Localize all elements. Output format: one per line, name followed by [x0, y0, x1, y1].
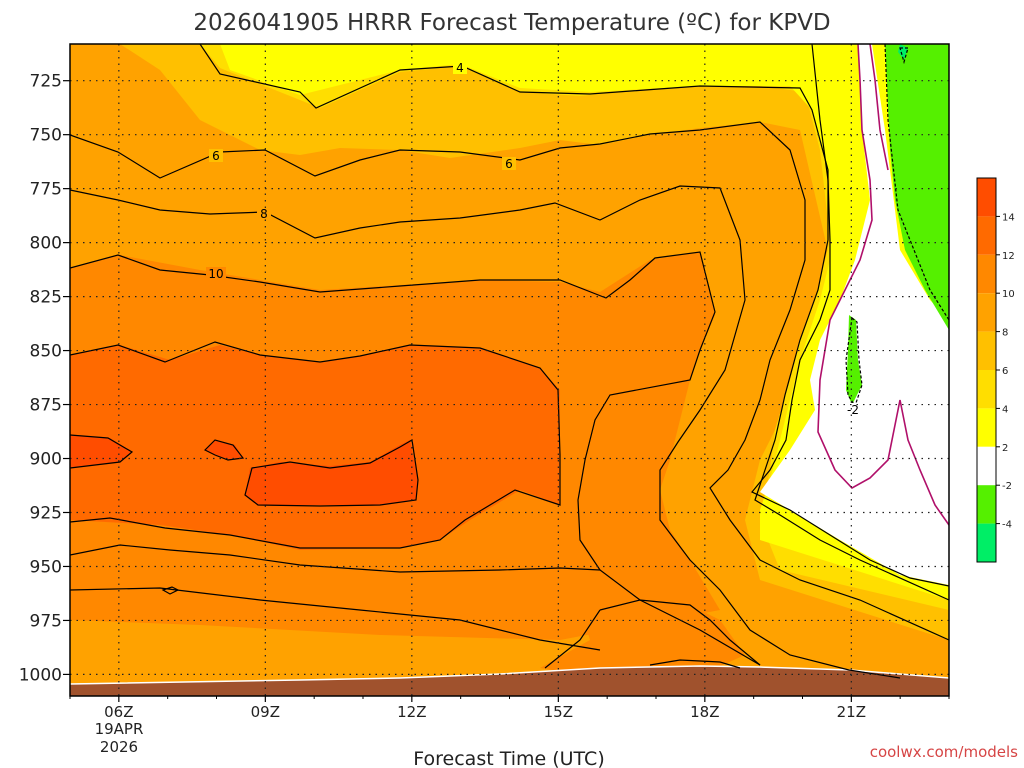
- label-bg-8: [257, 207, 271, 220]
- contour-label-6a: 6: [212, 149, 220, 163]
- y-tick-label-975: 975: [30, 611, 62, 631]
- y-axis-ticks: 725 750 775 800 825 850 875 900 925 950 975 1000: [19, 72, 70, 685]
- isotherm-8-small: [161, 586, 180, 595]
- colorbar-tick-label--2: -2: [1002, 481, 1012, 492]
- isotherms: [70, 44, 949, 679]
- credit-text: coolwx.com/models: [870, 743, 1018, 761]
- chart-title: 2026041905 HRRR Forecast Temperature (ºC…: [193, 10, 830, 36]
- field-band-10-12-surface: [540, 598, 745, 678]
- colorbar-swatch-4: [977, 331, 996, 370]
- plot-frame: [69, 43, 950, 697]
- isotherm-neg2-right: [884, 44, 949, 321]
- isotherm-neg4: [899, 47, 909, 65]
- colorbar-tick-label-12: 12: [1002, 251, 1015, 262]
- colorbar-tick-label-6: 6: [1002, 366, 1008, 377]
- isotherm-2: [751, 44, 949, 587]
- colorbar-tick-label-2: 2: [1002, 443, 1008, 454]
- terrain: [70, 666, 949, 696]
- label-bg-neg2: [843, 403, 863, 416]
- date-label-year: 2026: [100, 738, 138, 756]
- isotherm-14-small: [203, 439, 245, 461]
- colorbar-swatch-2: [977, 254, 996, 294]
- colorbar-tick-label-4: 4: [1002, 404, 1008, 415]
- contour-label-8: 8: [260, 207, 268, 221]
- colorbar-tick-label-10: 10: [1002, 289, 1015, 300]
- contour-label-neg2: -2: [847, 403, 859, 417]
- label-bg-4: [453, 61, 467, 74]
- label-bg-6b: [502, 157, 516, 170]
- x-tick-label-18Z: 18Z: [690, 703, 719, 721]
- y-tick-label-725: 725: [30, 72, 62, 92]
- colorbar-swatch-1: [977, 216, 996, 255]
- field-band-above-14-main: [245, 440, 418, 505]
- y-tick-label-1000: 1000: [19, 665, 62, 685]
- colorbar-swatch-8: [977, 485, 996, 524]
- field-band-neg4-neg2-upper: [885, 44, 949, 330]
- isotherm-8-lower: [70, 587, 601, 651]
- isotherm-6: [70, 121, 949, 641]
- x-axis-ticks: 06Z 09Z 12Z 15Z 18Z 21Z: [69, 696, 950, 721]
- label-bg-6a: [209, 149, 223, 162]
- x-tick-label-06Z: 06Z: [104, 703, 133, 721]
- y-tick-label-800: 800: [30, 234, 62, 254]
- isotherm-14-left: [70, 434, 134, 469]
- colorbar-tick-label--4: -4: [1002, 520, 1012, 531]
- gridlines: [70, 44, 949, 696]
- isotherm-12-surface: [649, 659, 741, 669]
- date-label-day: 19APR: [95, 720, 144, 738]
- colorbar-swatch-6: [977, 408, 996, 447]
- terrain-edge: [70, 665, 949, 685]
- y-tick-label-825: 825: [30, 288, 62, 308]
- field-band-12-14: [70, 345, 560, 550]
- colorbar-swatch-5: [977, 370, 996, 409]
- isotherm-12: [70, 341, 561, 549]
- contour-label-10: 10: [208, 267, 223, 281]
- label-bg-10: [206, 267, 226, 280]
- x-tick-label-09Z: 09Z: [251, 703, 280, 721]
- isotherm-14: [244, 439, 419, 507]
- colorbar-swatch-7: [977, 446, 996, 486]
- temperature-field: [70, 44, 949, 696]
- y-tick-label-750: 750: [30, 126, 62, 146]
- y-tick-label-900: 900: [30, 450, 62, 470]
- y-tick-label-775: 775: [30, 180, 62, 200]
- isotherm-10-surface: [544, 599, 761, 669]
- x-tick-label-21Z: 21Z: [837, 703, 866, 721]
- y-tick-label-850: 850: [30, 342, 62, 362]
- contour-label-6b: 6: [505, 157, 513, 171]
- field-band-neg2-2: [760, 44, 949, 585]
- isotherm-8: [70, 185, 901, 679]
- contour-label-4: 4: [456, 61, 464, 75]
- isotherm-0-left: [817, 44, 949, 526]
- field-band-neg4-neg2-lower: [846, 315, 862, 405]
- isotherm-neg2: [845, 316, 863, 408]
- colorbar-swatch-9: [977, 523, 996, 562]
- colorbar-swatch-3: [977, 293, 996, 332]
- x-tick-label-12Z: 12Z: [397, 703, 426, 721]
- isotherm-0-right: [869, 44, 889, 171]
- colorbar-tick-label-14: 14: [1002, 212, 1015, 223]
- x-axis-label: Forecast Time (UTC): [413, 748, 604, 768]
- colorbar: 14 12 10 8 6 4 2 -2 -4: [976, 177, 1015, 563]
- colorbar-tick-label-8: 8: [1002, 328, 1008, 339]
- contour-labels: 4 6 6 8 10 -2: [206, 61, 863, 417]
- x-tick-label-15Z: 15Z: [544, 703, 573, 721]
- isotherm-4: [199, 44, 949, 601]
- isotherm-10-lower: [70, 544, 601, 573]
- y-tick-label-925: 925: [30, 503, 62, 523]
- y-tick-label-950: 950: [30, 557, 62, 577]
- isotherm-10: [70, 251, 761, 666]
- colorbar-swatch-0: [977, 178, 996, 217]
- y-tick-label-875: 875: [30, 396, 62, 416]
